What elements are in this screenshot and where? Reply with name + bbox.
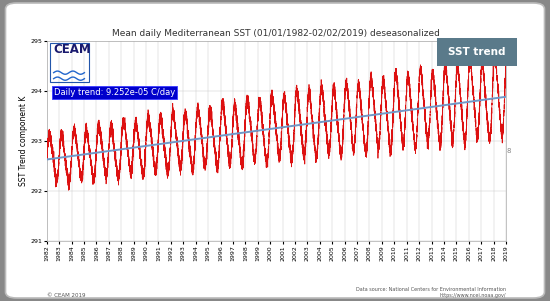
Title: Mean daily Mediterranean SST (01/01/1982-02/02/2019) deseasonalized: Mean daily Mediterranean SST (01/01/1982… — [112, 29, 441, 39]
Text: 8: 8 — [507, 148, 512, 154]
Text: SST trend: SST trend — [448, 47, 506, 57]
Text: Data source: National Centers for Environmental Information
https://www.ncei.noa: Data source: National Centers for Enviro… — [356, 287, 506, 298]
Text: CEAM: CEAM — [54, 43, 91, 56]
Y-axis label: SST Trend component K: SST Trend component K — [19, 95, 28, 186]
Text: © CEAM 2019: © CEAM 2019 — [47, 293, 85, 298]
Text: Daily trend: 9.252e-05 C/day: Daily trend: 9.252e-05 C/day — [54, 88, 175, 97]
